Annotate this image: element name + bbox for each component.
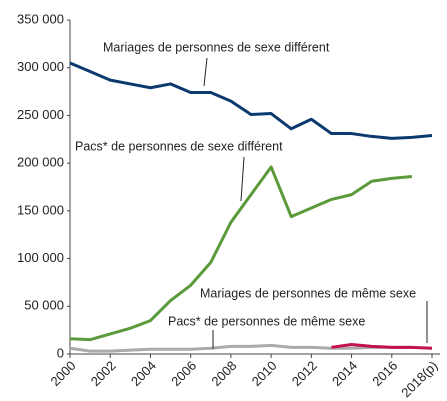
y-tick-label: 300 000 — [17, 59, 64, 74]
annotation: Pacs* de personnes de même sexe — [168, 314, 365, 328]
x-tick-label: 2008 — [208, 358, 239, 389]
x-tick-label: 2012 — [289, 358, 320, 389]
y-tick-label: 250 000 — [17, 107, 64, 122]
series-line — [69, 61, 433, 140]
y-tick-label: 0 — [57, 345, 64, 360]
y-tick-label: 150 000 — [17, 202, 64, 217]
y-tick-label: 350 000 — [17, 11, 64, 26]
series-line — [331, 342, 433, 350]
x-tick-label: 2010 — [249, 358, 280, 389]
annotation: Pacs* de personnes de sexe différent — [75, 139, 283, 153]
series-line — [69, 165, 413, 342]
x-tick-label: 2000 — [47, 358, 78, 389]
x-tick-label: 2004 — [128, 358, 159, 389]
annotation: Mariages de personnes de même sexe — [200, 286, 416, 300]
plot: 0 50 000 100 000 150 000 200 000 250 000 300 0… — [17, 11, 441, 400]
annotation: Mariages de personnes de sexe différent — [103, 40, 330, 54]
y-tick-label: 50 000 — [24, 298, 64, 313]
y-tick-label: 200 000 — [17, 155, 64, 170]
x-tick-label: 2016 — [369, 358, 400, 389]
x-tick-label: 2014 — [329, 358, 360, 389]
series-line — [69, 343, 412, 353]
x-tick-label: 2006 — [168, 358, 199, 389]
leader-line — [240, 156, 245, 202]
y-tick-label: 100 000 — [17, 250, 64, 265]
x-tick-label: 2018(p) — [398, 358, 440, 400]
x-tick-label: 2002 — [88, 358, 119, 389]
leader-line — [203, 57, 208, 87]
